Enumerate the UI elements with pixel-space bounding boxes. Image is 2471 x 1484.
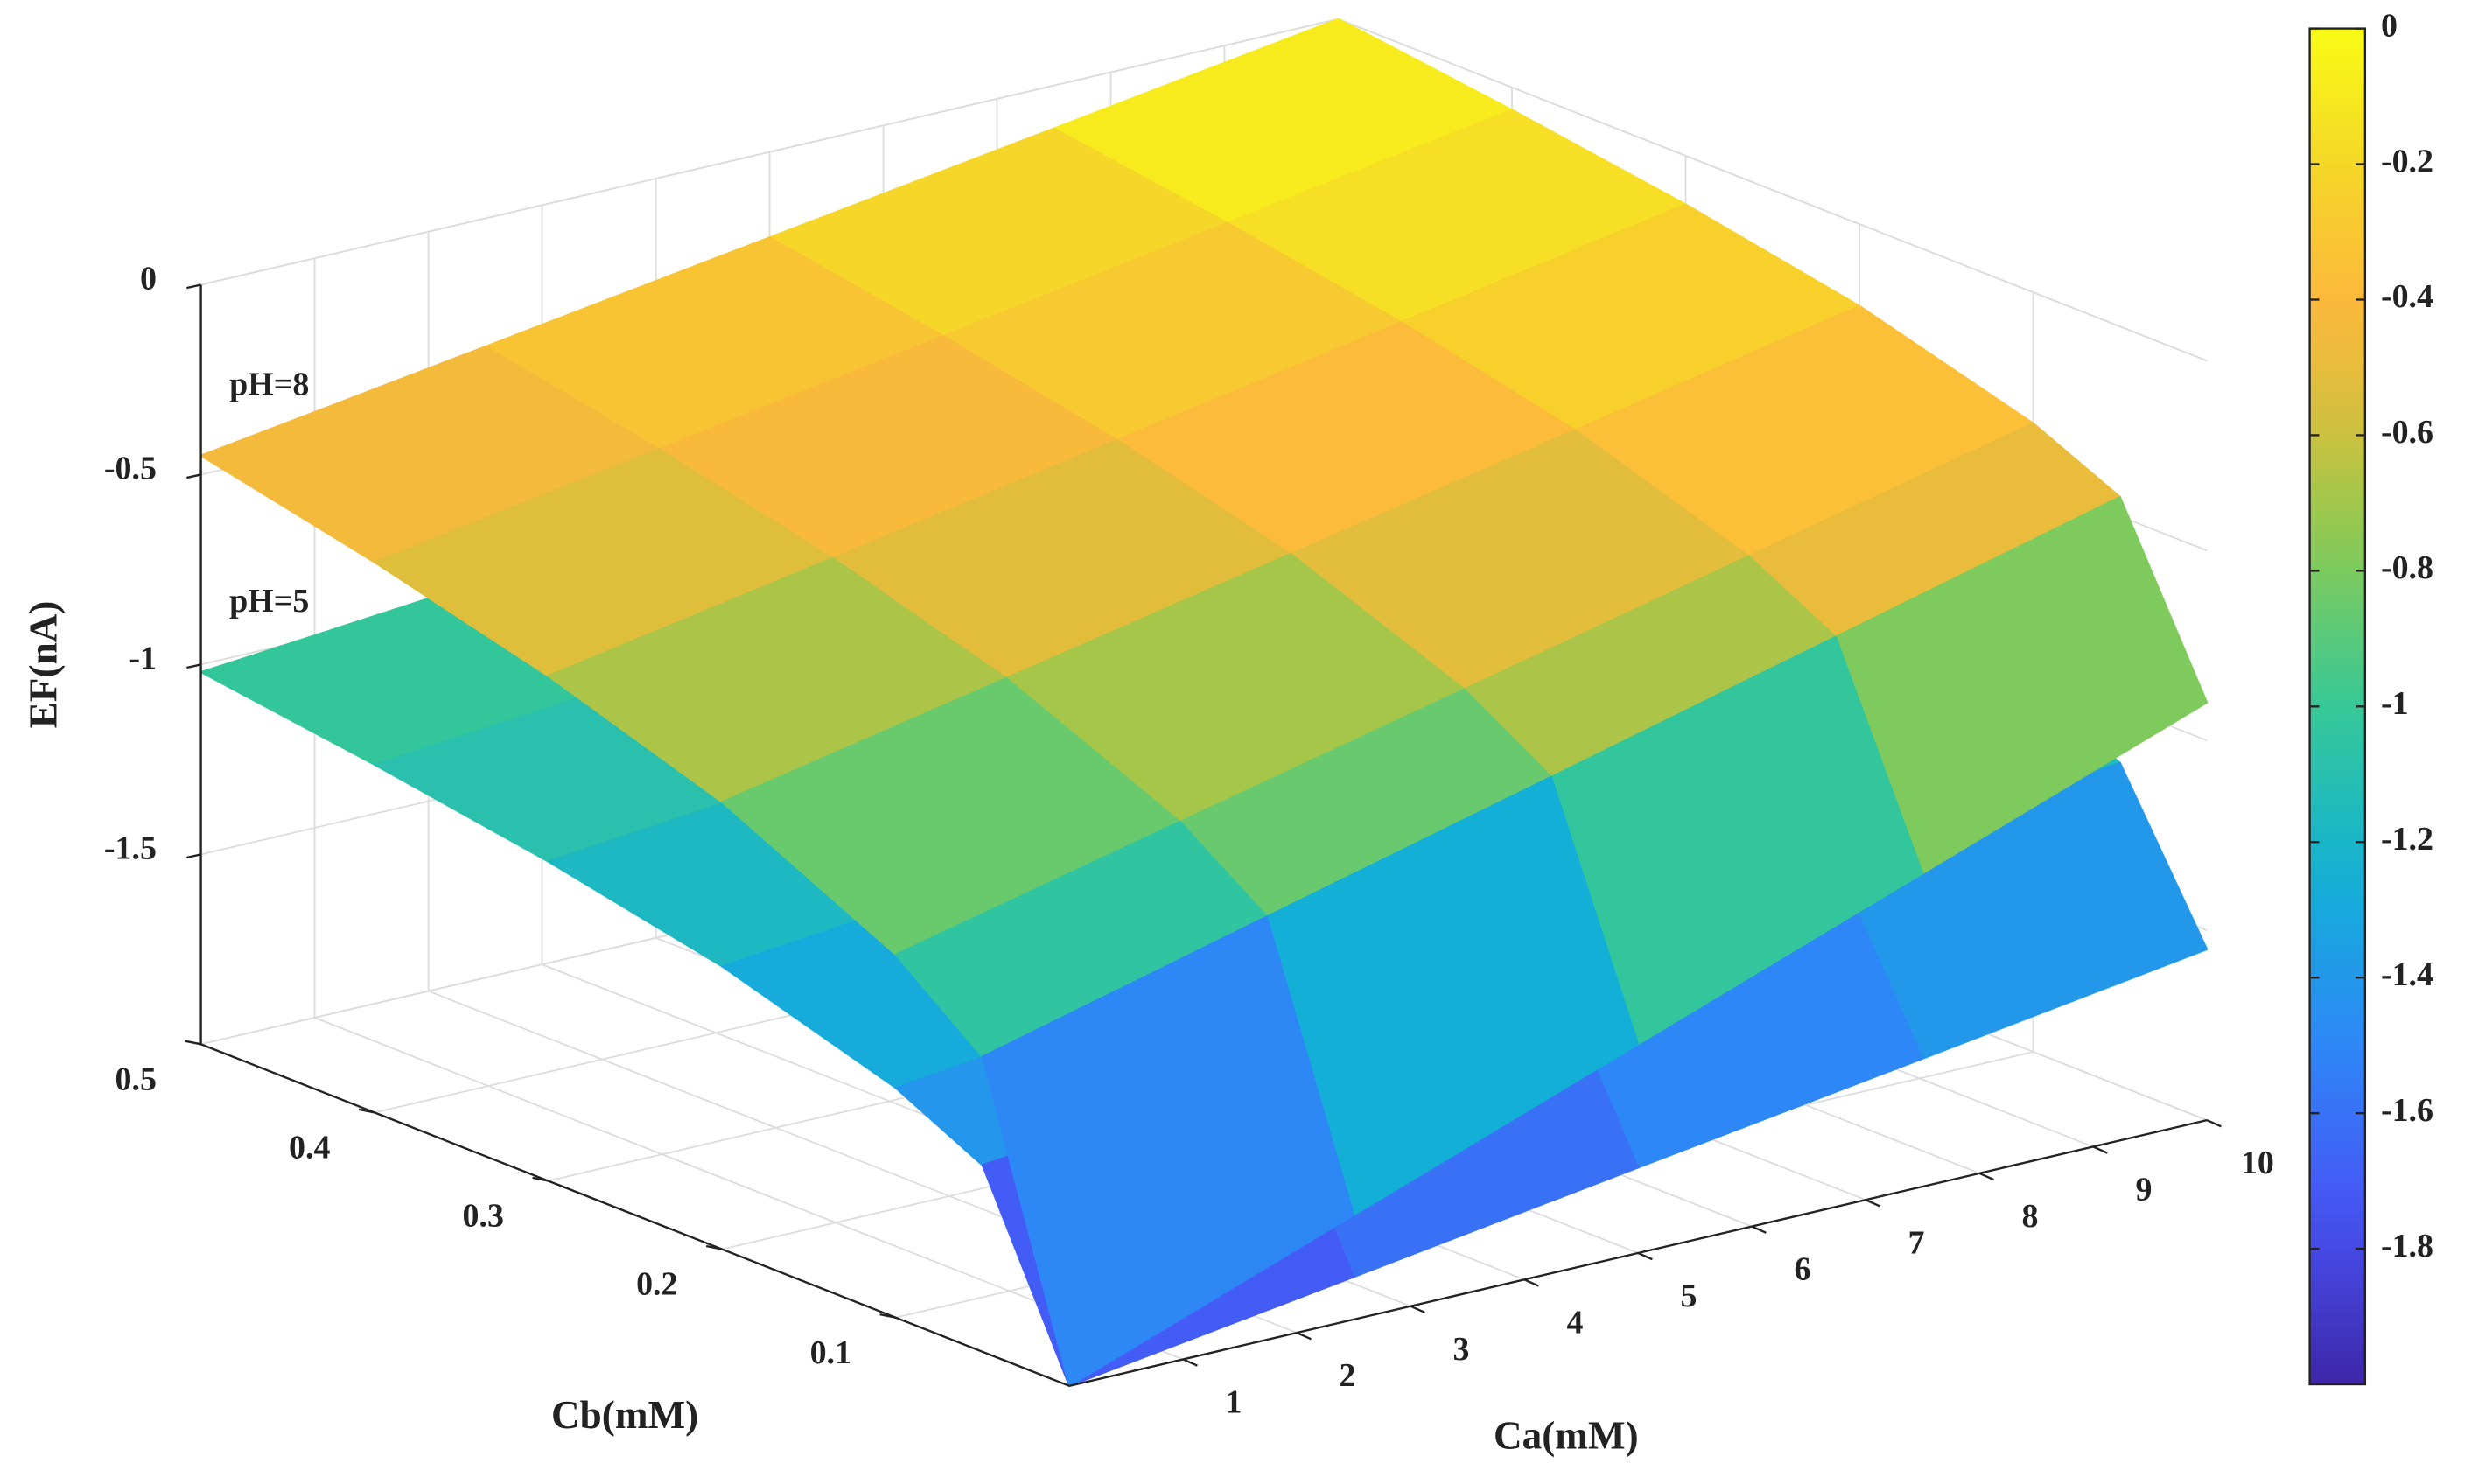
annotation: pH=5: [229, 583, 309, 620]
z-tick-label: -0.5: [104, 451, 157, 487]
z-tick-label: -1.5: [104, 830, 157, 866]
y-tick-label: 0.5: [116, 1060, 157, 1097]
z-tick: [186, 473, 201, 480]
x-tick: [1182, 1358, 1198, 1367]
x-tick: [1410, 1305, 1425, 1314]
y-tick: [879, 1312, 896, 1319]
x-tick-label: 4: [1566, 1304, 1583, 1340]
y-axis-label: Cb(mM): [551, 1393, 698, 1437]
colorbar-tick-label: -0.2: [2381, 143, 2433, 179]
z-tick: [186, 663, 201, 669]
x-axis-label: Ca(mM): [1494, 1414, 1639, 1458]
x-tick: [1978, 1172, 1994, 1181]
x-tick: [1296, 1332, 1312, 1340]
z-axis-label: EF(nA): [22, 601, 66, 729]
x-tick: [2092, 1145, 2108, 1154]
x-tick-label: 7: [1908, 1224, 1924, 1261]
box-edge: [1338, 18, 2208, 362]
y-axis: [200, 1043, 1070, 1387]
x-tick-label: 6: [1794, 1251, 1810, 1288]
colorbar-tick-label: -1.6: [2381, 1092, 2433, 1129]
y-tick: [358, 1108, 375, 1114]
x-tick: [1751, 1225, 1767, 1234]
colorbar-tick-label: -0.4: [2381, 278, 2433, 315]
x-tick: [1865, 1199, 1880, 1208]
x-tick-label: 10: [2241, 1144, 2274, 1181]
colorbar-tick-label: -1.4: [2381, 956, 2433, 993]
x-tick: [2206, 1119, 2222, 1128]
y-tick-label: 0.2: [636, 1266, 677, 1303]
x-tick-label: 2: [1340, 1357, 1356, 1394]
z-tick-label: -1: [129, 640, 157, 677]
colorbar-tick-label: -1: [2381, 685, 2409, 722]
annotation: pH=8: [229, 367, 309, 403]
z-tick: [186, 284, 201, 290]
box-edge: [200, 18, 1339, 286]
colorbar-tick-label: -1.8: [2381, 1228, 2433, 1264]
x-tick: [1637, 1251, 1653, 1261]
colorbar-tick-label: -0.6: [2381, 414, 2433, 451]
colorbar-tick-label: 0: [2381, 7, 2398, 44]
z-tick-label: 0: [140, 261, 157, 298]
y-tick: [705, 1244, 723, 1250]
colorbar-tick-label: -1.2: [2381, 821, 2433, 858]
x-tick-label: 1: [1226, 1384, 1242, 1421]
y-tick: [185, 1040, 201, 1046]
x-tick-label: 5: [1680, 1278, 1697, 1314]
colorbar-tick-label: -0.8: [2381, 550, 2433, 586]
y-tick-label: 0.1: [810, 1334, 851, 1371]
x-tick-label: 9: [2135, 1172, 2152, 1208]
x-tick: [1523, 1278, 1539, 1287]
y-tick-label: 0.3: [463, 1198, 504, 1235]
y-tick: [532, 1176, 549, 1182]
surface-cell: [981, 915, 1355, 1387]
z-tick: [186, 853, 201, 859]
surface: [200, 18, 2208, 1387]
x-tick-label: 8: [2021, 1198, 2038, 1235]
x-tick-label: 3: [1453, 1331, 1470, 1368]
y-tick-label: 0.4: [289, 1130, 330, 1166]
